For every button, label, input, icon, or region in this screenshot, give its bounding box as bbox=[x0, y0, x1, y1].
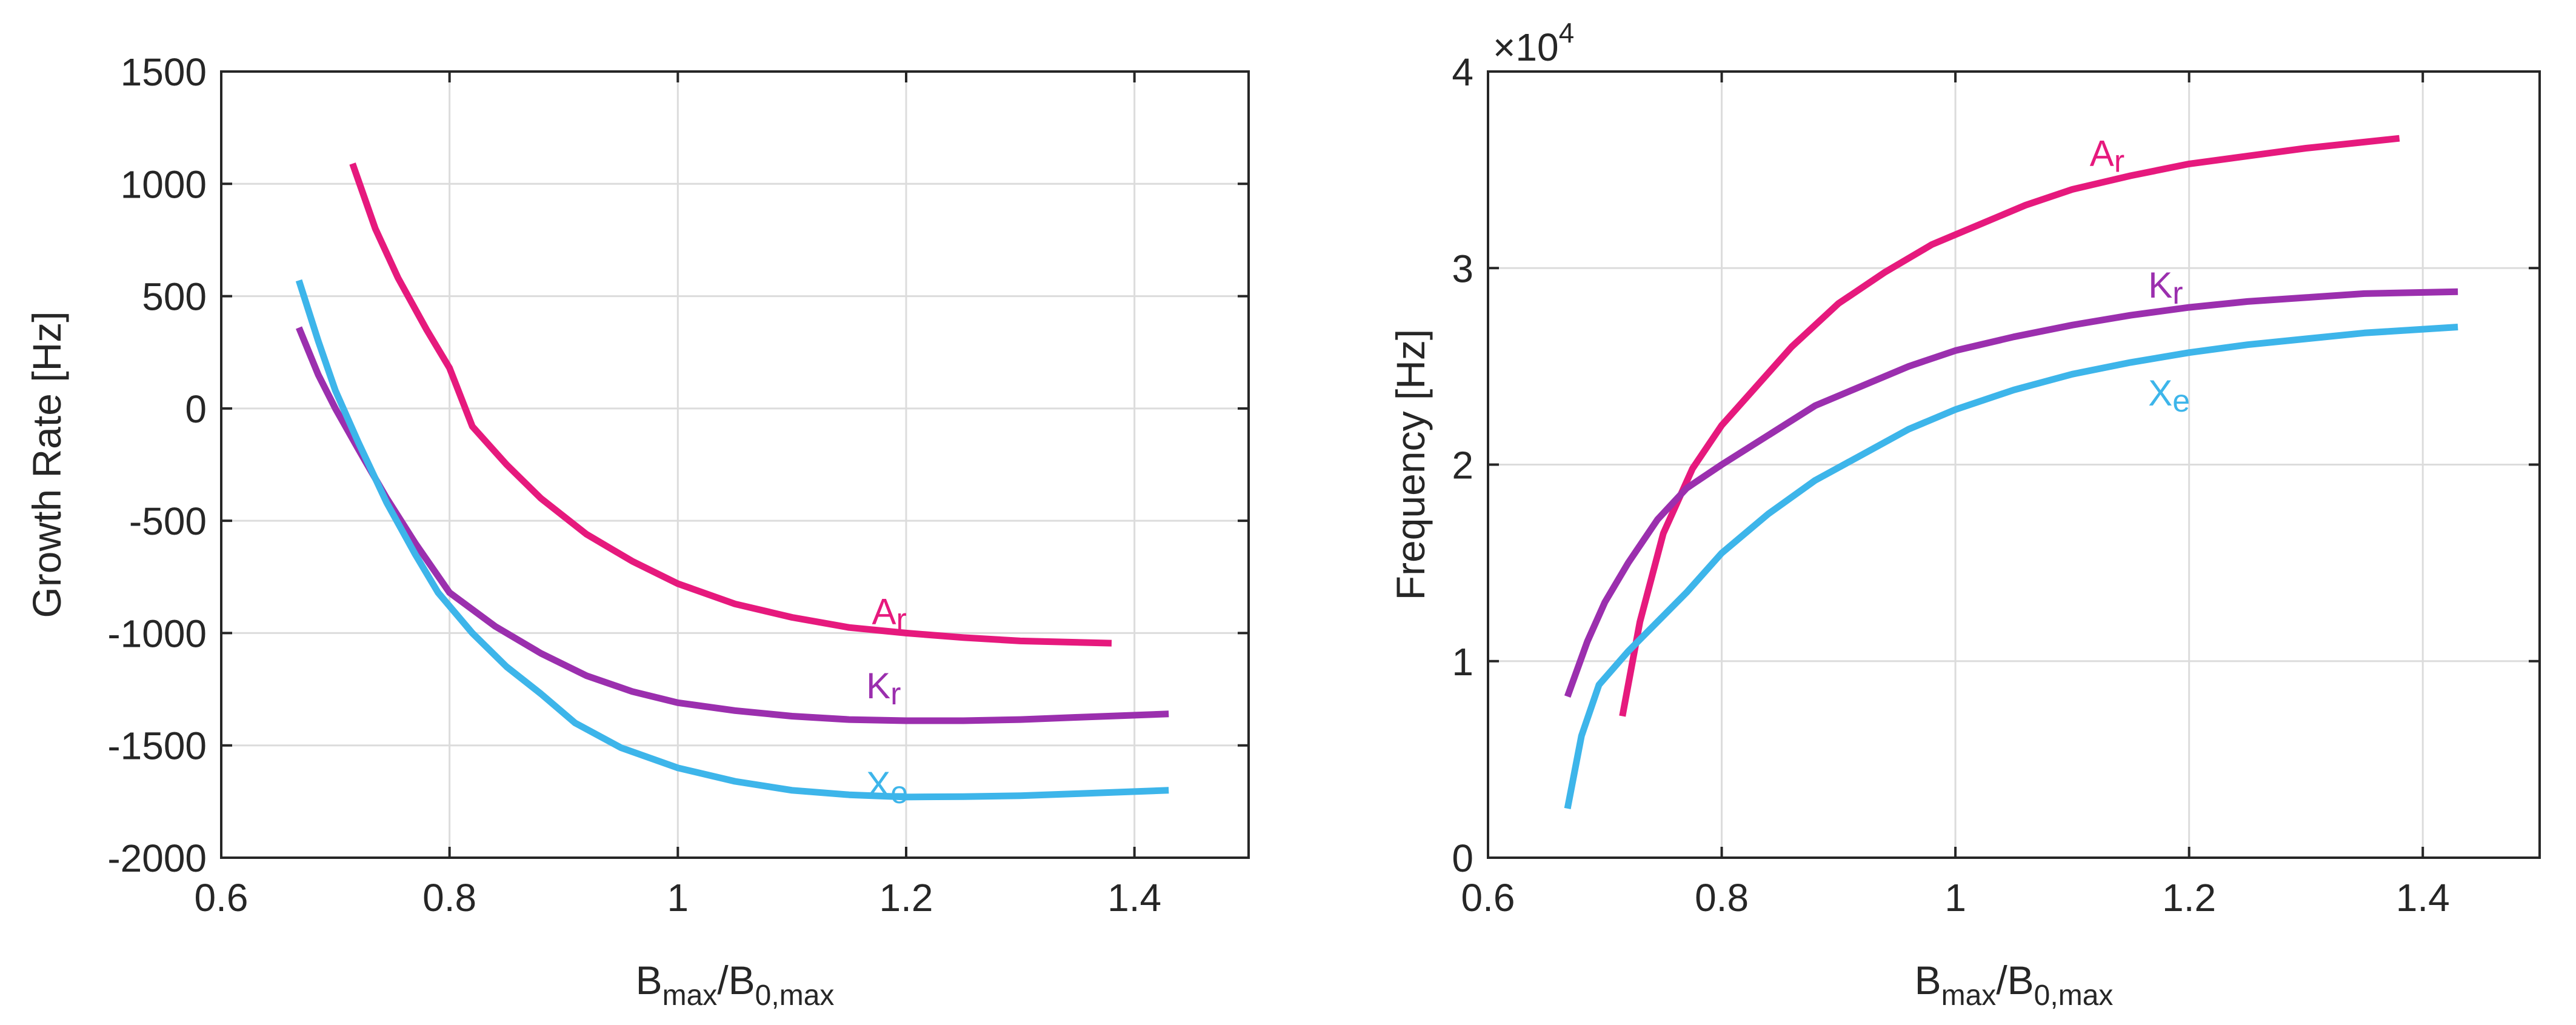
frequency-x-axis-label: Bmax/B0,max bbox=[1915, 958, 2114, 1012]
growth-y-tick-label: 500 bbox=[142, 275, 207, 319]
growth-x-tick-label: 1.2 bbox=[879, 876, 933, 920]
growth-y-tick-label: 1000 bbox=[121, 162, 207, 206]
growth-series-line-ar bbox=[349, 162, 1112, 647]
growth-y-tick-label: -1500 bbox=[107, 724, 207, 768]
growth-x-tick-label: 0.8 bbox=[422, 876, 476, 920]
frequency-x-tick-label: 1 bbox=[1944, 876, 1966, 920]
frequency-series-label-xe: Xe bbox=[2148, 373, 2190, 419]
frequency-y-tick-label: 2 bbox=[1452, 444, 1473, 487]
frequency-series-line-kr bbox=[1564, 288, 2458, 698]
growth-y-tick-label: -1000 bbox=[107, 612, 207, 655]
growth-series-label-xe: Xe bbox=[866, 764, 908, 810]
frequency-x-tick-label: 0.8 bbox=[1695, 876, 1749, 920]
growth-series-label-kr: Kr bbox=[866, 666, 901, 712]
frequency-y-tick-label: 1 bbox=[1452, 640, 1473, 684]
growth-y-axis-label: Growth Rate [Hz] bbox=[24, 311, 69, 618]
growth-x-tick-label: 1.4 bbox=[1107, 876, 1161, 920]
frequency-series-line-xe bbox=[1564, 324, 2458, 809]
frequency-series-line-ar bbox=[1619, 135, 2400, 717]
growth-rate-panel: 0.6 0.8 1 1.2 1.4 -2000 -1500 -1000 -500 0 500 1000… bbox=[24, 50, 1250, 1012]
frequency-x-tick-label: 1.4 bbox=[2396, 876, 2450, 920]
growth-y-tick-label: -2000 bbox=[107, 836, 207, 880]
frequency-y-tick-label: 4 bbox=[1452, 50, 1473, 94]
growth-y-tick-label: 0 bbox=[185, 387, 207, 431]
growth-y-tick-label: -500 bbox=[129, 499, 207, 543]
growth-series-label-ar: Ar bbox=[872, 592, 907, 638]
frequency-series-label-ar: Ar bbox=[2090, 133, 2124, 179]
growth-x-tick-label: 1 bbox=[667, 876, 689, 920]
frequency-y-tick-label: 3 bbox=[1452, 247, 1473, 290]
growth-axes-box bbox=[220, 70, 1250, 859]
frequency-x-tick-label: 0.6 bbox=[1461, 876, 1515, 920]
growth-y-tick-label: 1500 bbox=[121, 50, 207, 94]
growth-plot-area bbox=[221, 72, 1249, 858]
frequency-panel: 0.6 0.8 1 1.2 1.4 0 1 2 3 4 Bmax/B0,max Frequency [… bbox=[1388, 17, 2541, 1012]
growth-series-line-xe bbox=[295, 279, 1169, 801]
frequency-y-exponent-label: ×104 bbox=[1493, 17, 1574, 69]
growth-x-axis-label: Bmax/B0,max bbox=[636, 958, 835, 1012]
frequency-y-tick-label: 0 bbox=[1452, 836, 1473, 880]
frequency-x-tick-label: 1.2 bbox=[2162, 876, 2216, 920]
growth-x-tick-label: 0.6 bbox=[195, 876, 249, 920]
frequency-y-axis-label: Frequency [Hz] bbox=[1388, 329, 1433, 601]
frequency-series-label-kr: Kr bbox=[2148, 265, 2183, 311]
